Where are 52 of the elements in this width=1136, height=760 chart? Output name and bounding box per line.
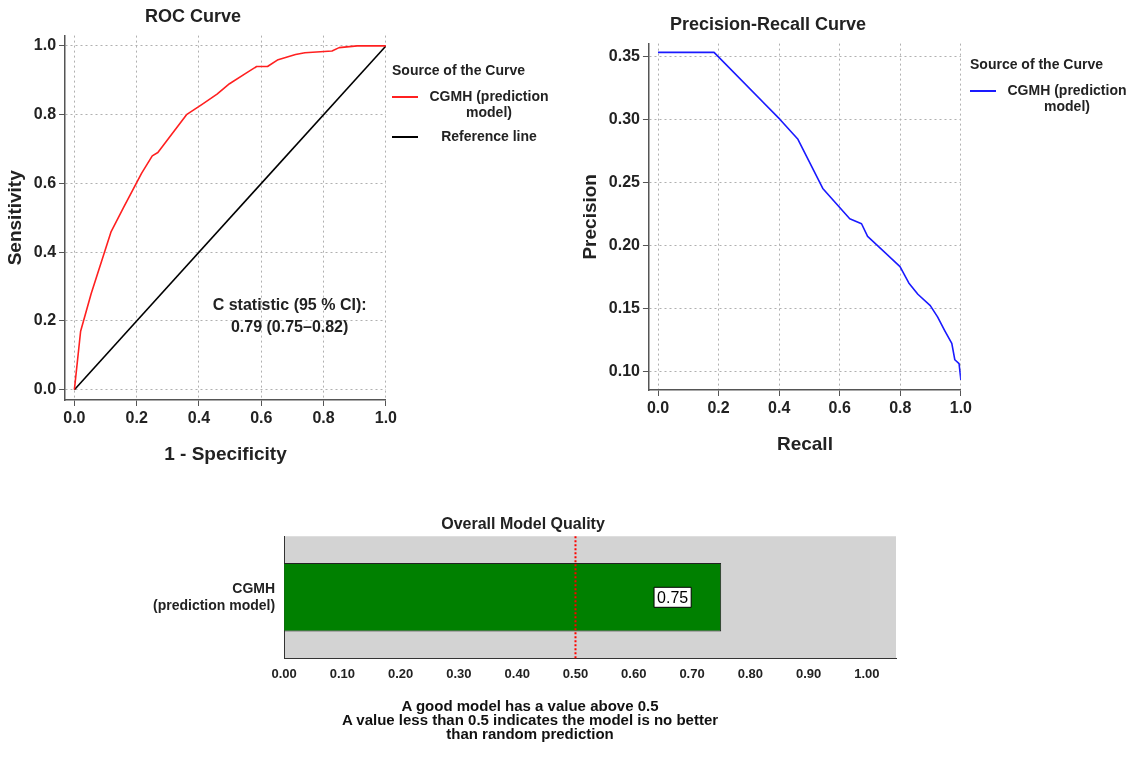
x-tick-label: 0.0 [646, 399, 670, 417]
x-axis-title: 1 - Specificity [164, 442, 288, 464]
x-tick-label: 0.6 [250, 409, 273, 427]
text: than random prediction [445, 725, 615, 742]
x-tick-label: 0.8 [312, 409, 335, 427]
y-tick-label: 0.20 [608, 235, 641, 253]
chart-title: Precision-Recall Curve [669, 13, 867, 34]
x-tick-label: 1.0 [949, 399, 973, 417]
y-axis-title: Sensitivity [3, 169, 25, 266]
x-tick-label: 0.00 [271, 665, 297, 681]
y-tick-label: 0.35 [608, 46, 641, 64]
x-tick-label: 0.2 [707, 399, 730, 417]
x-tick-label: 0.40 [504, 665, 530, 681]
x-tick-label: 0.90 [795, 665, 822, 681]
y-tick-label: 0.10 [608, 361, 641, 379]
y-tick-label: 0.4 [33, 242, 57, 260]
chart-title: ROC Curve [144, 5, 242, 26]
legend-label: CGMH (prediction model) [1006, 82, 1128, 114]
chart-title: Overall Model Quality [441, 515, 605, 533]
data-label: 0.75 [657, 588, 689, 606]
legend-title: Source of the Curve [970, 56, 1105, 72]
legend-label: CGMH (prediction model) [428, 88, 550, 120]
text: A good model has a value above 0.5 [400, 697, 660, 714]
x-tick-label: 1.0 [374, 409, 398, 427]
y-tick-label: 0.30 [608, 109, 641, 127]
x-tick-label: 0.70 [679, 665, 705, 681]
x-axis-title: Recall [776, 432, 833, 454]
annotation: 0.79 (0.75–0.82) [230, 317, 349, 335]
legend-title: Source of the Curve [392, 62, 527, 78]
x-tick-label: 0.80 [737, 665, 763, 681]
x-tick-label: 0.4 [768, 399, 791, 417]
x-tick-label: 0.0 [63, 409, 86, 427]
y-tick-label: 0.8 [33, 105, 57, 123]
y-tick-label: 0.25 [608, 172, 641, 190]
y-tick-label: 0.6 [33, 173, 57, 191]
x-tick-label: 0.2 [125, 409, 148, 427]
y-tick-label: 0.2 [33, 311, 57, 329]
y-tick-label: 1.0 [33, 36, 57, 54]
x-tick-label: 0.30 [446, 665, 472, 681]
y-tick-label: 0.0 [33, 380, 57, 398]
legend-label: Reference line [440, 128, 538, 144]
y-axis-title: Precision [578, 174, 600, 260]
y-tick-label: 0.15 [608, 298, 641, 316]
x-tick-label: 0.10 [329, 665, 356, 681]
x-tick-label: 0.4 [187, 409, 211, 427]
x-tick-label: 0.20 [388, 665, 414, 681]
x-tick-label: 0.50 [562, 665, 589, 681]
x-tick-label: 0.8 [889, 399, 912, 417]
annotation: C statistic (95 % CI): [212, 295, 367, 313]
x-tick-label: 0.60 [621, 665, 647, 681]
x-tick-label: 0.6 [828, 399, 851, 417]
x-tick-label: 1.00 [854, 665, 880, 681]
